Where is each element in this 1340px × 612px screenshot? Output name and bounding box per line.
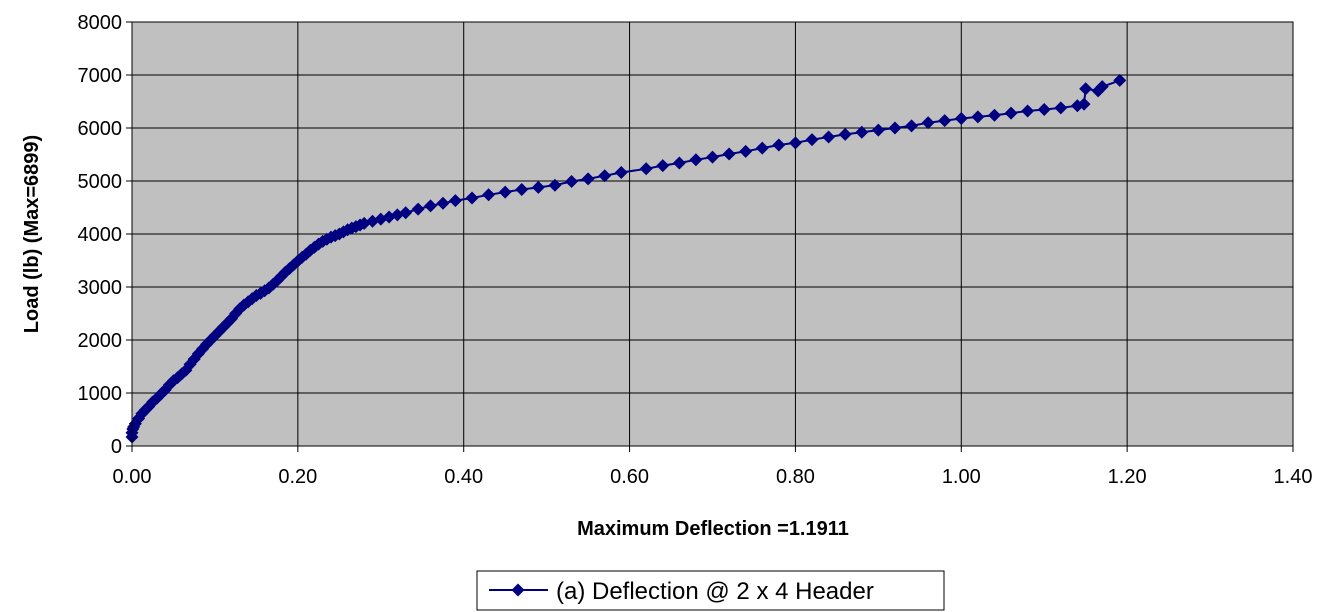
y-tick-label: 7000	[78, 65, 123, 87]
plot-border	[131, 21, 1294, 447]
data-point	[448, 194, 462, 208]
data-point	[399, 206, 413, 220]
data-point	[1021, 104, 1035, 118]
data-point	[722, 147, 736, 161]
y-tick-label: 4000	[78, 224, 123, 246]
data-point	[855, 125, 869, 139]
data-point	[788, 136, 802, 150]
data-point	[656, 159, 670, 173]
y-tick-label: 8000	[78, 12, 123, 34]
data-point	[706, 150, 719, 164]
data-point	[411, 202, 425, 216]
data-point	[672, 156, 686, 170]
x-tick-labels: 0.00 0.20 0.40 0.60 0.80 1.00 1.20 1.40	[113, 466, 1313, 488]
data-point	[905, 119, 919, 133]
series-markers	[125, 73, 1127, 444]
data-point	[1037, 102, 1051, 116]
y-tick-label: 6000	[78, 118, 123, 140]
data-point	[482, 188, 496, 202]
data-point	[689, 153, 703, 167]
x-tick-label: 0.00	[113, 466, 152, 488]
y-tick-label: 1000	[78, 383, 123, 405]
data-point	[436, 196, 450, 210]
y-axis-title: Load (lb) (Max=6899)	[21, 135, 43, 333]
y-tick-label: 5000	[78, 171, 123, 193]
data-point	[1077, 97, 1091, 111]
data-point	[424, 199, 438, 213]
data-point	[822, 130, 836, 144]
y-tick-label: 2000	[78, 330, 123, 352]
data-point	[921, 116, 935, 130]
data-point	[1079, 82, 1093, 96]
data-point	[1004, 106, 1018, 120]
x-tick-label: 0.40	[444, 466, 483, 488]
legend: (a) Deflection @ 2 x 4 Header	[476, 570, 945, 611]
x-tick-label: 0.60	[610, 466, 649, 488]
data-point	[1054, 101, 1068, 115]
data-point	[772, 138, 786, 152]
data-point	[614, 166, 628, 180]
y-tick-labels: 0 1000 2000 3000 4000 5000 6000 7000 8000	[78, 12, 123, 458]
x-axis-title: Maximum Deflection =1.1911	[577, 518, 849, 540]
data-point	[515, 182, 529, 196]
x-tick-label: 1.20	[1108, 466, 1147, 488]
data-point	[565, 175, 579, 189]
data-point	[971, 110, 985, 124]
data-point	[954, 111, 968, 125]
legend-label: (a) Deflection @ 2 x 4 Header	[556, 578, 874, 605]
data-point	[498, 185, 512, 199]
data-point	[639, 162, 653, 176]
data-point	[888, 121, 902, 135]
legend-box	[476, 570, 945, 611]
data-point	[1095, 80, 1109, 94]
x-tick-label: 0.20	[278, 466, 317, 488]
x-tick-label: 0.80	[776, 466, 815, 488]
x-tick-label: 1.00	[942, 466, 981, 488]
data-point	[739, 144, 753, 158]
y-tick-label: 0	[111, 436, 122, 458]
x-tick-label: 1.40	[1274, 466, 1313, 488]
data-point	[987, 108, 1001, 122]
data-point	[531, 180, 545, 194]
data-point	[838, 127, 852, 141]
data-point	[581, 172, 595, 186]
data-point	[938, 114, 952, 128]
y-tick-label: 3000	[78, 277, 123, 299]
legend-marker-diamond	[511, 583, 525, 597]
data-point	[598, 169, 612, 183]
data-point	[1113, 73, 1127, 87]
data-point	[871, 123, 885, 137]
data-point	[805, 133, 819, 147]
data-point	[548, 178, 562, 192]
data-point	[465, 191, 479, 205]
data-point	[755, 141, 769, 155]
